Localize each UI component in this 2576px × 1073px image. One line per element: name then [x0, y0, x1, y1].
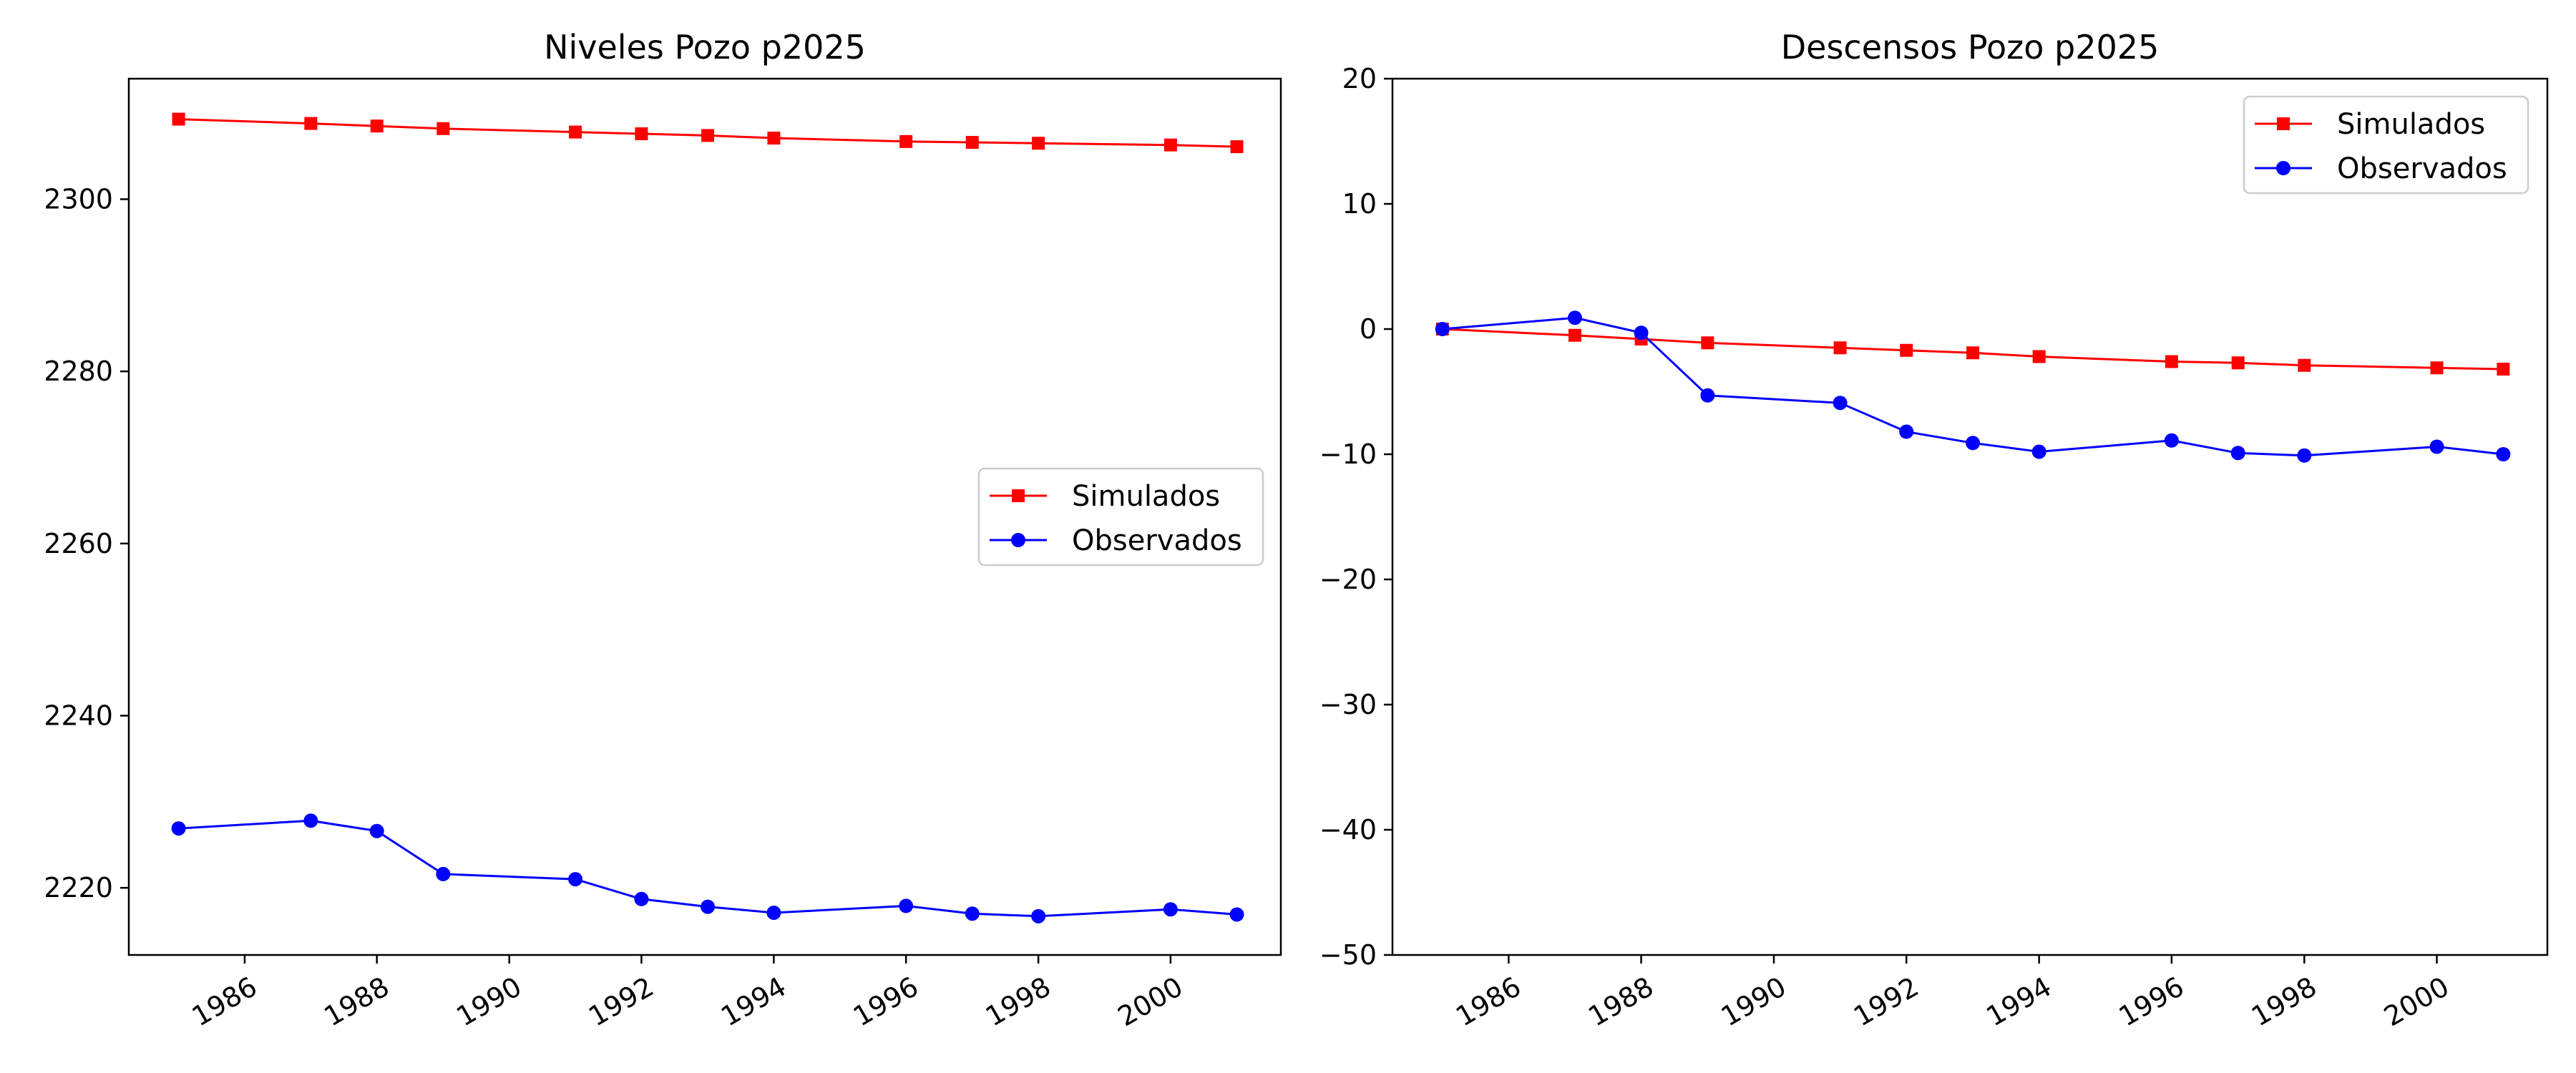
- data-point-observados: [2230, 446, 2245, 461]
- y-tick-label: 2280: [44, 356, 113, 387]
- y-tick-label: 2220: [44, 872, 113, 903]
- y-tick-label: −30: [1319, 689, 1377, 720]
- legend-marker-observados: [2276, 161, 2290, 175]
- chart-panel-1: Niveles Pozo p2025 2220 2240 2260 2280 2300 19…: [44, 28, 1282, 1032]
- data-point-observados: [1163, 902, 1178, 917]
- data-point-observados: [634, 891, 649, 906]
- data-point-simulados: [2497, 363, 2510, 376]
- chart-panel-2: Descensos Pozo p2025 −50 −40 −30 −20 −10 0 10 20…: [1319, 28, 2549, 1032]
- x-tick-label: 1986: [1450, 971, 1526, 1032]
- data-point-observados: [766, 906, 781, 921]
- chart-title: Niveles Pozo p2025: [544, 28, 866, 67]
- x-tick-label: 1998: [2246, 971, 2322, 1032]
- legend: Simulados Observados: [2243, 95, 2529, 195]
- data-point-observados: [2496, 447, 2511, 461]
- legend-label-observados: Observados: [2337, 152, 2507, 185]
- x-tick-label: 1988: [1583, 971, 1659, 1032]
- x-tick-label: 1996: [848, 971, 924, 1032]
- data-point-observados: [568, 872, 583, 887]
- data-point-observados: [2429, 439, 2444, 454]
- x-tick-label: 1986: [187, 971, 263, 1032]
- data-point-simulados: [1833, 341, 1847, 355]
- data-point-observados: [1031, 908, 1046, 923]
- y-tick-label: 2260: [44, 528, 113, 559]
- data-point-observados: [701, 899, 716, 914]
- data-point-simulados: [436, 122, 450, 135]
- legend-label-simulados: Simulados: [1072, 480, 1220, 513]
- data-point-observados: [369, 823, 384, 838]
- data-point-simulados: [1966, 346, 1980, 360]
- legend-box: [2243, 95, 2529, 195]
- data-point-simulados: [2165, 355, 2178, 368]
- data-point-simulados: [2430, 361, 2444, 375]
- series-line-observados: [1442, 316, 2504, 457]
- x-tick-label: 1996: [2114, 971, 2190, 1032]
- data-point-simulados: [172, 112, 185, 126]
- data-point-simulados: [370, 119, 384, 133]
- data-point-observados: [965, 906, 980, 921]
- legend-marker-observados: [1011, 533, 1025, 547]
- x-tick-label: 1994: [1981, 971, 2057, 1032]
- data-point-observados: [1634, 325, 1649, 340]
- data-point-observados: [2297, 448, 2312, 463]
- data-point-simulados: [569, 125, 582, 139]
- x-tick-label: 1992: [1848, 971, 1924, 1032]
- y-tick-label: −50: [1319, 939, 1377, 971]
- x-tick-label: 1992: [583, 971, 659, 1032]
- legend-marker-simulados: [1012, 489, 1025, 502]
- legend-box: [977, 467, 1264, 567]
- y-tick-label: −20: [1319, 564, 1377, 595]
- x-tick-label: 1990: [451, 971, 527, 1032]
- x-tick-label: 1998: [980, 971, 1056, 1032]
- x-tick-label: 1990: [1716, 971, 1792, 1032]
- data-point-observados: [1833, 396, 1848, 411]
- data-point-observados: [899, 898, 914, 913]
- legend-label-simulados: Simulados: [2337, 108, 2485, 141]
- x-tick-label: 2000: [1113, 971, 1189, 1032]
- legend: Simulados Observados: [977, 467, 1264, 567]
- chart-title: Descensos Pozo p2025: [1781, 28, 2160, 67]
- data-point-simulados: [304, 117, 318, 130]
- data-point-simulados: [701, 129, 715, 142]
- data-point-observados: [1435, 322, 1450, 336]
- data-point-simulados: [1568, 328, 1581, 342]
- data-point-observados: [2164, 433, 2179, 448]
- data-point-simulados: [1701, 336, 1714, 350]
- x-tick-label: 2000: [2379, 971, 2454, 1032]
- data-point-simulados: [1032, 137, 1045, 150]
- x-tick-label: 1994: [716, 971, 791, 1032]
- data-point-simulados: [2231, 356, 2245, 370]
- legend-label-observados: Observados: [1072, 524, 1242, 557]
- y-tick-label: −10: [1319, 438, 1377, 470]
- data-point-observados: [171, 821, 186, 836]
- data-point-simulados: [1163, 138, 1177, 152]
- data-point-simulados: [965, 136, 979, 150]
- data-point-simulados: [2032, 350, 2046, 363]
- y-tick-label: −40: [1319, 814, 1377, 846]
- y-tick-label: 10: [1342, 188, 1377, 220]
- x-tick-label: 1988: [318, 971, 394, 1032]
- y-tick-label: 0: [1360, 313, 1377, 345]
- data-point-observados: [303, 813, 318, 828]
- data-point-observados: [436, 866, 451, 881]
- data-point-simulados: [635, 127, 648, 141]
- data-point-simulados: [2298, 358, 2311, 372]
- y-tick-label: 2300: [44, 183, 113, 215]
- legend-marker-simulados: [2277, 117, 2290, 130]
- data-point-simulados: [1230, 140, 1244, 154]
- data-point-observados: [1229, 907, 1244, 922]
- data-point-observados: [2031, 444, 2046, 459]
- data-point-simulados: [767, 132, 781, 145]
- data-point-simulados: [899, 134, 913, 148]
- data-point-observados: [1700, 388, 1715, 403]
- y-tick-label: 20: [1342, 63, 1377, 94]
- data-point-observados: [1966, 436, 1981, 451]
- data-point-observados: [1567, 310, 1582, 325]
- plot-area-frame: [127, 77, 1282, 956]
- y-tick-label: 2240: [44, 700, 113, 731]
- data-point-observados: [1899, 424, 1914, 439]
- plot-area-frame: [1391, 77, 2549, 956]
- data-point-simulados: [1900, 343, 1913, 357]
